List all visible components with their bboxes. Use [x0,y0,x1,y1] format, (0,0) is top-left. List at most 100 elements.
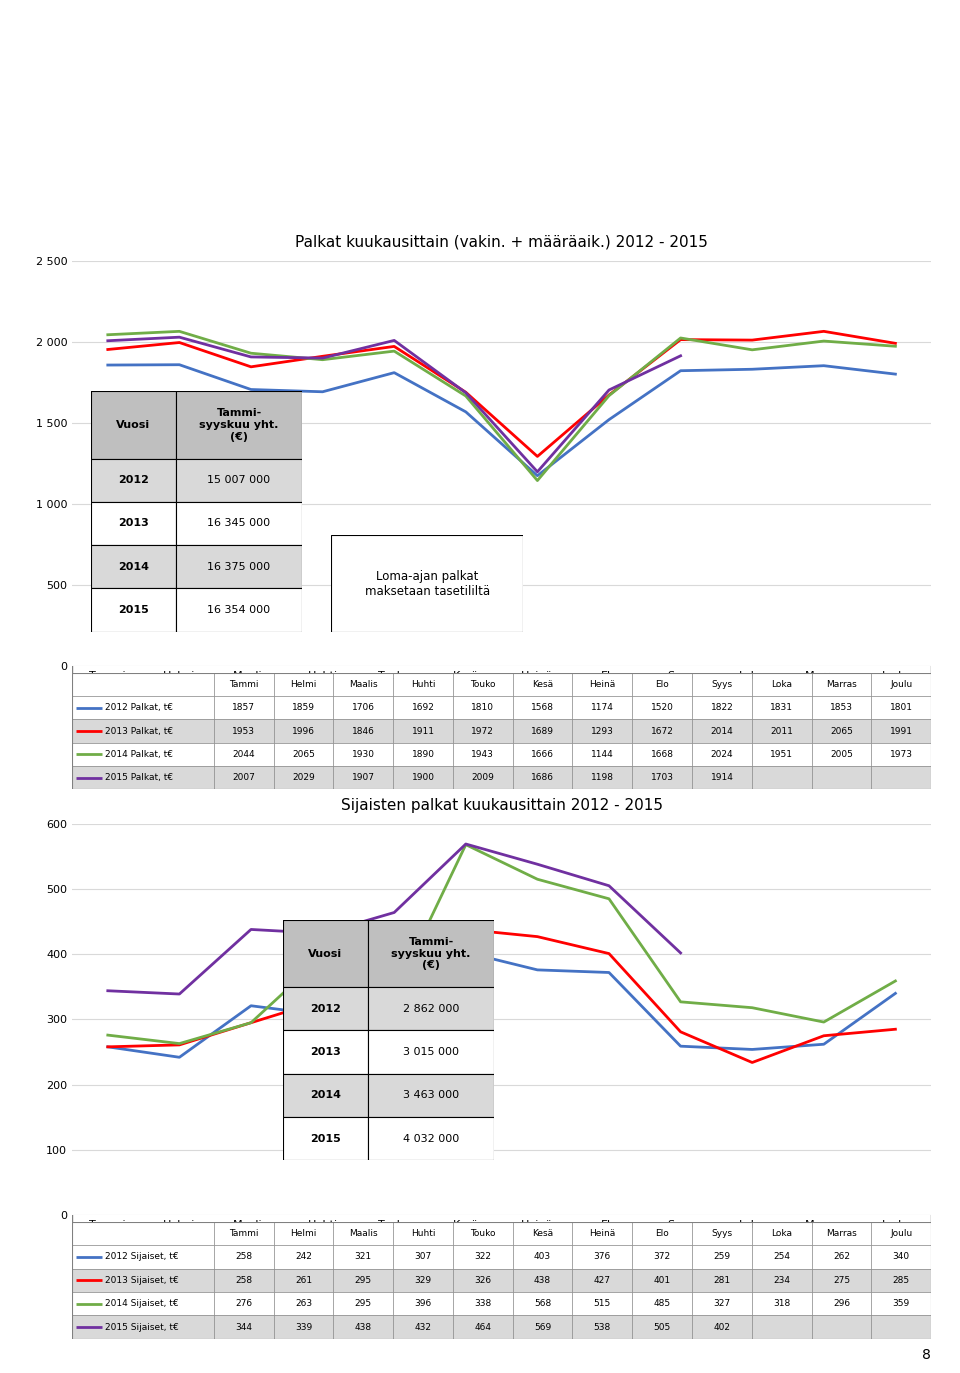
Bar [176,588,302,632]
Bar [572,1222,633,1245]
Text: Vuosi: Vuosi [116,420,151,430]
Text: 2015: 2015 [310,1134,341,1144]
Text: 2013: 2013 [118,519,149,529]
Bar [872,766,931,789]
Text: 329: 329 [415,1276,432,1285]
Text: 1831: 1831 [770,703,793,713]
Text: 1520: 1520 [651,703,674,713]
Bar [283,1118,368,1160]
Bar [513,1269,572,1292]
Bar [394,1245,453,1269]
Text: 505: 505 [654,1322,671,1332]
Text: 3 015 000: 3 015 000 [403,1048,459,1057]
Bar [633,1315,692,1339]
Bar [283,987,368,1030]
Text: 338: 338 [474,1299,492,1308]
Bar [752,1315,811,1339]
Bar [214,743,274,766]
Text: Marras: Marras [827,1229,857,1238]
Bar [633,673,692,696]
Bar [633,743,692,766]
Text: Heinä: Heinä [589,680,615,689]
Bar [811,719,872,743]
Bar [91,391,302,459]
Bar [274,1245,333,1269]
Text: 321: 321 [354,1252,372,1262]
Bar [333,1222,394,1245]
Text: 2007: 2007 [232,773,255,783]
Text: 1859: 1859 [292,703,315,713]
Text: 285: 285 [893,1276,910,1285]
Text: Elo: Elo [656,1229,669,1238]
Bar [72,1292,214,1315]
Bar [333,696,394,719]
Text: 1996: 1996 [292,726,315,736]
Text: 1198: 1198 [590,773,613,783]
Bar [811,1245,872,1269]
Bar [752,719,811,743]
Text: 1568: 1568 [531,703,554,713]
Bar [368,920,494,987]
Bar [811,1315,872,1339]
Bar [752,673,811,696]
Text: 318: 318 [773,1299,790,1308]
Bar [692,1315,752,1339]
Bar [513,766,572,789]
Bar [214,696,274,719]
Text: 403: 403 [534,1252,551,1262]
Bar [274,1315,333,1339]
Bar [872,696,931,719]
Text: 339: 339 [295,1322,312,1332]
Text: 401: 401 [654,1276,671,1285]
Text: 263: 263 [295,1299,312,1308]
Bar [453,743,513,766]
Bar [176,545,302,588]
Bar [572,743,633,766]
Bar [368,1118,494,1160]
Bar [572,1315,633,1339]
Text: 340: 340 [893,1252,910,1262]
Text: 261: 261 [295,1276,312,1285]
Text: 2044: 2044 [232,750,255,759]
Text: 396: 396 [415,1299,432,1308]
Text: 307: 307 [415,1252,432,1262]
Bar [368,1030,494,1074]
Text: 2014 Sijaiset, t€: 2014 Sijaiset, t€ [105,1299,179,1308]
Text: 2014: 2014 [310,1090,341,1100]
Text: Marras: Marras [827,680,857,689]
Bar [513,719,572,743]
Text: 8: 8 [923,1348,931,1362]
Bar [91,545,176,588]
Bar [811,1222,872,1245]
Text: 1953: 1953 [232,726,255,736]
Bar [453,1222,513,1245]
Bar [274,673,333,696]
Text: 1972: 1972 [471,726,494,736]
Title: Palkat kuukausittain (vakin. + määräaik.) 2012 - 2015: Palkat kuukausittain (vakin. + määräaik.… [295,235,708,250]
Bar [513,696,572,719]
Bar [72,1315,214,1339]
Text: Touko: Touko [470,1229,495,1238]
Bar [394,719,453,743]
Bar [176,459,302,501]
Bar [368,1074,494,1118]
Text: 326: 326 [474,1276,492,1285]
Bar [872,1315,931,1339]
Bar [692,743,752,766]
Text: 569: 569 [534,1322,551,1332]
Bar [453,1292,513,1315]
Bar [692,719,752,743]
Text: 1689: 1689 [531,726,554,736]
Text: 2015: 2015 [118,605,149,615]
Bar [633,719,692,743]
Text: 254: 254 [773,1252,790,1262]
Text: 344: 344 [235,1322,252,1332]
Text: 1692: 1692 [412,703,435,713]
Text: Loka: Loka [771,1229,792,1238]
Bar [872,673,931,696]
Bar [752,1269,811,1292]
Text: Maalis: Maalis [348,1229,377,1238]
Bar [72,1245,214,1269]
Bar [692,1222,752,1245]
Bar [214,1292,274,1315]
